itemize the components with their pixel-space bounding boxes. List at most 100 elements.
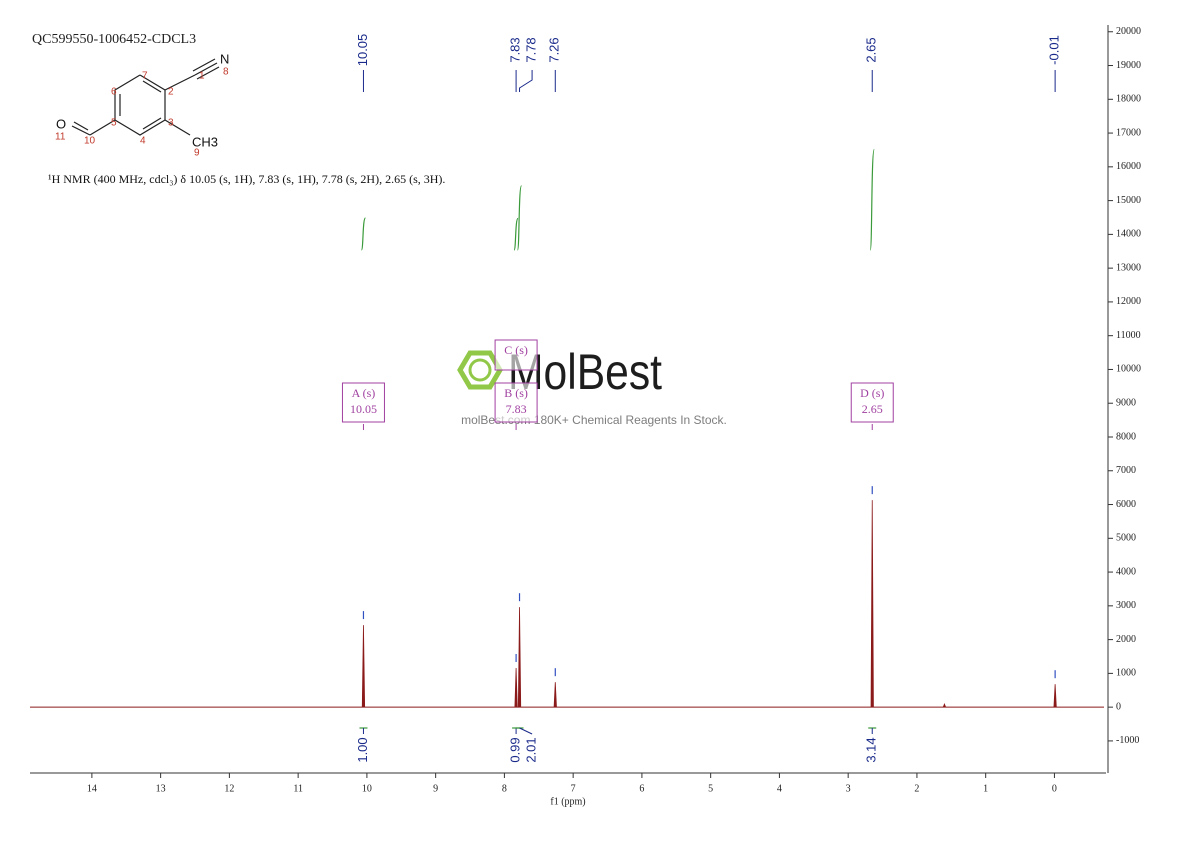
y-tick-label: 8000 [1116, 431, 1136, 442]
y-tick-label: 18000 [1116, 94, 1141, 105]
peak [361, 625, 366, 708]
integral-curve [513, 217, 519, 251]
peak-label-leader [519, 70, 533, 92]
atom-number: 3 [168, 118, 174, 129]
x-tick-label: 13 [156, 783, 166, 794]
peak [517, 607, 522, 708]
atom-symbol: N [220, 51, 229, 66]
integral-label: 2.01 [524, 737, 539, 762]
multiplet-label: D (s) [860, 386, 884, 400]
multiplet-shift: 7.83 [506, 402, 527, 416]
x-tick-label: 5 [708, 783, 713, 794]
x-tick-label: 8 [502, 783, 507, 794]
y-tick-label: 14000 [1116, 229, 1141, 240]
multiplet-label: A (s) [352, 386, 376, 400]
x-tick-label: 0 [1052, 783, 1057, 794]
integral-label: 1.00 [355, 737, 370, 762]
atom-number: 1 [199, 71, 205, 82]
y-tick-label: 17000 [1116, 127, 1141, 138]
multiplet-shift: 2.65 [862, 402, 883, 416]
y-tick-label: 19000 [1116, 60, 1141, 71]
atom-number: 6 [111, 87, 117, 98]
double-bond [142, 80, 162, 93]
bond [164, 119, 191, 136]
bond [89, 119, 116, 136]
peak-label: 7.83 [508, 37, 523, 62]
peak-label: 7.26 [547, 37, 562, 62]
peak-label: -0.01 [1047, 35, 1062, 65]
y-tick-label: 3000 [1116, 600, 1136, 611]
y-tick-label: 15000 [1116, 195, 1141, 206]
nmr-description: ¹H NMR (400 MHz, cdcl₃) δ 10.05 (s, 1H),… [48, 172, 445, 186]
atom-number: 4 [140, 136, 146, 147]
integral-curve [869, 148, 875, 251]
y-tick-label: -1000 [1116, 735, 1139, 746]
atom-number: 11 [55, 132, 66, 143]
double-bond [142, 117, 162, 130]
x-tick-label: 1 [983, 783, 988, 794]
y-tick-label: 9000 [1116, 398, 1136, 409]
y-tick-label: 1000 [1116, 668, 1136, 679]
watermark-logo [457, 350, 503, 390]
y-tick-label: 10000 [1116, 364, 1141, 375]
double-bond [71, 125, 91, 136]
y-tick-label: 7000 [1116, 465, 1136, 476]
peak-label: 7.78 [524, 37, 539, 62]
bond [164, 74, 196, 91]
peak [942, 703, 947, 708]
y-tick-label: 5000 [1116, 533, 1136, 544]
y-tick-label: 12000 [1116, 296, 1141, 307]
peak [1053, 684, 1057, 708]
integral-label: 0.99 [508, 737, 523, 762]
y-tick-label: 11000 [1116, 330, 1141, 341]
integral-curve [360, 217, 367, 251]
atom-symbol: CH3 [192, 134, 218, 149]
structure: 1 2 3 4 5 6 7 8 9 10 11 N O CH3 [55, 51, 229, 158]
peak-label: 10.05 [355, 34, 370, 67]
x-tick-label: 2 [914, 783, 919, 794]
peak [870, 500, 874, 708]
multiplet-shift: 10.05 [350, 402, 377, 416]
atom-number: 7 [142, 71, 148, 82]
multiplet-box [341, 382, 385, 423]
integral-curve [516, 185, 523, 251]
atom-symbol: O [56, 116, 66, 131]
y-tick-label: 16000 [1116, 161, 1141, 172]
peak [553, 682, 557, 708]
integral-leader [519, 727, 533, 735]
chart-title: QC599550-1006452-CDCL3 [32, 32, 196, 47]
multiplet-label: B (s) [504, 386, 528, 400]
x-tick-label: 7 [571, 783, 576, 794]
atom-number: 8 [223, 67, 229, 78]
x-tick-label: 12 [224, 783, 234, 794]
multiplet-box [850, 382, 894, 423]
x-tick-label: 9 [433, 783, 438, 794]
multiplet-box [494, 382, 538, 423]
atom-number: 10 [84, 136, 96, 147]
x-axis-label: f1 (ppm) [550, 796, 585, 807]
triple-bond [192, 58, 216, 72]
y-tick-label: 2000 [1116, 634, 1136, 645]
x-tick-label: 6 [639, 783, 644, 794]
y-tick-label: 4000 [1116, 566, 1136, 577]
x-tick-label: 10 [362, 783, 372, 794]
triple-bond [196, 66, 220, 80]
atom-number: 2 [168, 87, 174, 98]
y-tick-label: 20000 [1116, 26, 1141, 37]
watermark-logo [468, 358, 492, 382]
x-tick-label: 11 [293, 783, 303, 794]
atom-number: 5 [111, 118, 117, 129]
y-tick-label: 13000 [1116, 262, 1141, 273]
peak-label: 2.65 [864, 37, 879, 62]
x-tick-label: 14 [87, 783, 97, 794]
integral-label: 3.14 [864, 737, 879, 762]
multiplet-label: C (s) [504, 343, 528, 357]
y-tick-label: 6000 [1116, 499, 1136, 510]
peak [514, 667, 518, 708]
atom-number: 9 [194, 148, 200, 159]
double-bond [73, 121, 89, 131]
y-tick-label: 0 [1116, 701, 1121, 712]
x-tick-label: 3 [846, 783, 851, 794]
